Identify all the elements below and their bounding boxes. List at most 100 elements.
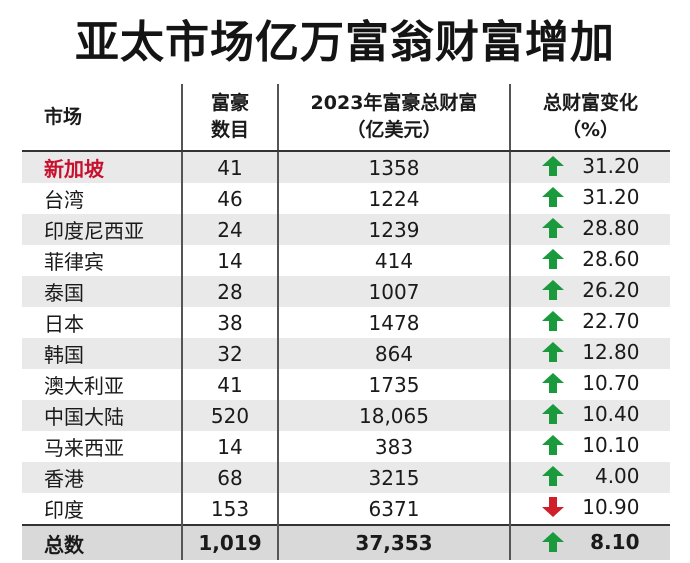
change-value: 31.20 (582, 185, 640, 209)
market-cell: 澳大利亚 (44, 374, 124, 398)
change-cell: 28.80 (509, 214, 670, 245)
change-value: 8.10 (590, 529, 640, 554)
table-row: 中国大陆 520 18,065 10.40 (22, 400, 670, 431)
market-cell: 中国大陆 (22, 400, 182, 431)
header-count-line1: 富豪 (210, 92, 249, 114)
market-cell: 菲律宾 (44, 250, 104, 274)
market-cell: 泰国 (22, 276, 182, 307)
header-count-line2: 数目 (210, 119, 249, 141)
header-wealth-line2: （亿美元） (346, 119, 442, 141)
wealth-cell: 1358 (277, 151, 510, 183)
change-cell: 4.00 (509, 462, 670, 493)
wealth-cell: 414 (277, 245, 510, 276)
market-cell: 韩国 (22, 338, 182, 369)
total-row: 总数 1,019 37,353 8.10 (22, 524, 670, 560)
table-row: 菲律宾 14 414 28.60 (22, 245, 670, 276)
header-count: 富豪 数目 (181, 84, 278, 152)
arrow-up-icon (541, 311, 564, 331)
header-wealth: 2023年富豪总财富 （亿美元） (277, 84, 510, 152)
change-cell: 10.90 (509, 493, 670, 525)
table-row: 新加坡 41 1358 31.20 (22, 151, 670, 183)
header-wealth-line1: 2023年富豪总财富 (310, 92, 478, 114)
count-cell: 153 (181, 493, 278, 525)
change-cell: 26.20 (509, 276, 670, 307)
market-cell: 马来西亚 (44, 436, 124, 460)
header-change-line1: 总财富变化 (542, 92, 638, 114)
header-market: 市场 (22, 84, 182, 152)
arrow-up-icon (541, 404, 564, 424)
count-cell: 38 (181, 307, 278, 338)
wealth-cell: 37,353 (277, 524, 510, 560)
count-cell: 41 (181, 151, 278, 183)
count-cell: 1,019 (181, 524, 278, 560)
page-title: 亚太市场亿万富翁财富增加 (75, 17, 615, 68)
wealth-cell: 18,065 (277, 400, 510, 431)
change-cell: 28.60 (509, 245, 670, 276)
arrow-up-icon (541, 218, 564, 238)
count-cell: 28 (181, 276, 278, 307)
count-cell: 46 (181, 183, 278, 214)
arrow-up-icon (541, 435, 564, 455)
change-cell: 12.80 (509, 338, 670, 369)
market-cell: 印度 (44, 498, 84, 522)
wealth-cell: 864 (277, 338, 510, 369)
market-cell: 新加坡 (22, 151, 182, 183)
count-cell: 14 (181, 245, 278, 276)
arrow-up-icon (541, 156, 564, 176)
change-value: 28.60 (582, 247, 640, 271)
wealth-cell: 383 (277, 431, 510, 462)
table-row: 印度尼西亚 24 1239 28.80 (22, 214, 670, 245)
change-value: 31.20 (582, 154, 640, 178)
change-value: 12.80 (582, 340, 640, 364)
change-cell: 10.10 (509, 431, 670, 462)
arrow-up-icon (541, 342, 564, 362)
change-value: 10.10 (582, 433, 640, 457)
market-cell: 总数 (22, 524, 182, 560)
wealth-cell: 1007 (277, 276, 510, 307)
arrow-up-icon (541, 531, 564, 552)
market-cell: 台湾 (44, 188, 84, 212)
change-value: 10.70 (582, 371, 640, 395)
count-cell: 24 (181, 214, 278, 245)
arrow-up-icon (541, 249, 564, 269)
billionaire-table: 市场 富豪 数目 2023年富豪总财富 （亿美元） 总财富变化 （%） 新加坡 4… (22, 84, 670, 560)
wealth-cell: 3215 (277, 462, 510, 493)
change-value: 22.70 (582, 309, 640, 333)
count-cell: 14 (181, 431, 278, 462)
wealth-cell: 1478 (277, 307, 510, 338)
market-cell: 印度尼西亚 (22, 214, 182, 245)
wealth-cell: 1239 (277, 214, 510, 245)
header-change: 总财富变化 （%） (509, 84, 670, 152)
count-cell: 41 (181, 369, 278, 400)
table-row: 马来西亚 14 383 10.10 (22, 431, 670, 462)
table-row: 澳大利亚 41 1735 10.70 (22, 369, 670, 400)
market-cell: 香港 (22, 462, 182, 493)
change-value: 10.90 (582, 495, 640, 519)
market-cell: 日本 (44, 312, 84, 336)
count-cell: 68 (181, 462, 278, 493)
table-header-row: 市场 富豪 数目 2023年富豪总财富 （亿美元） 总财富变化 （%） (22, 84, 670, 152)
wealth-cell: 6371 (277, 493, 510, 525)
table-row: 台湾 46 1224 31.20 (22, 183, 670, 214)
wealth-cell: 1735 (277, 369, 510, 400)
change-cell: 10.40 (509, 400, 670, 431)
change-value: 4.00 (594, 464, 640, 488)
change-cell: 31.20 (509, 151, 670, 183)
arrow-down-icon (541, 497, 564, 517)
wealth-cell: 1224 (277, 183, 510, 214)
arrow-up-icon (541, 187, 564, 207)
table-row: 日本 38 1478 22.70 (22, 307, 670, 338)
count-cell: 520 (181, 400, 278, 431)
header-change-line2: （%） (561, 119, 620, 141)
change-cell: 22.70 (509, 307, 670, 338)
table-row: 韩国 32 864 12.80 (22, 338, 670, 369)
change-value: 28.80 (582, 216, 640, 240)
change-cell: 31.20 (509, 183, 670, 214)
change-value: 10.40 (582, 402, 640, 426)
table-row: 泰国 28 1007 26.20 (22, 276, 670, 307)
change-cell: 10.70 (509, 369, 670, 400)
arrow-up-icon (541, 373, 564, 393)
table-row: 印度 153 6371 10.90 (22, 493, 670, 525)
count-cell: 32 (181, 338, 278, 369)
arrow-up-icon (541, 280, 564, 300)
